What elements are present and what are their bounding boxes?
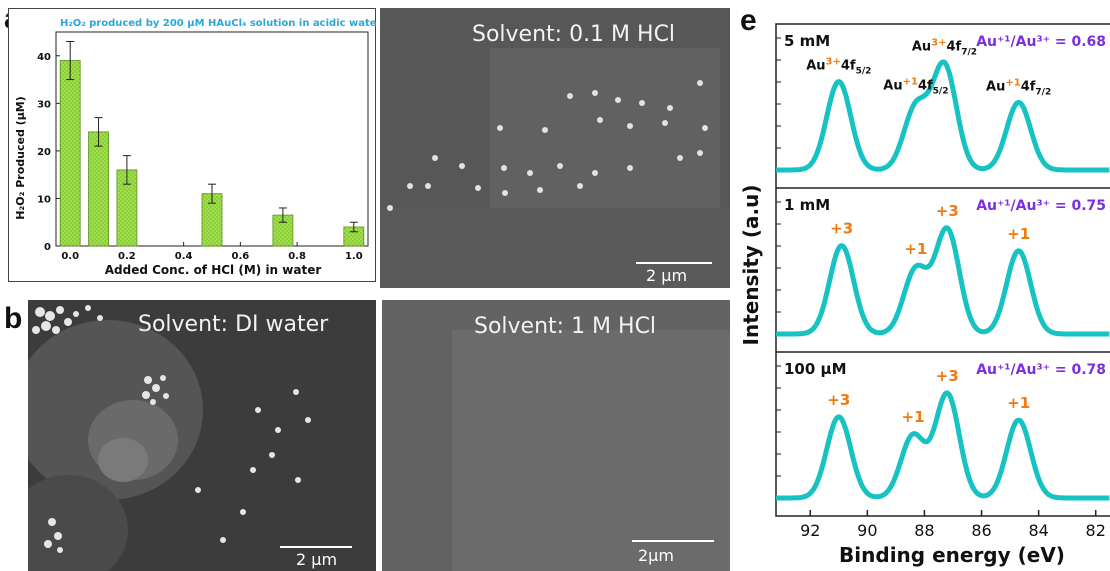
y-tick-label: 0: [44, 242, 51, 253]
x-tick-label: 84: [1028, 521, 1048, 540]
x-tick-label: 82: [1086, 521, 1106, 540]
bar: [59, 60, 81, 247]
panel-c-title: Solvent: 0.1 M HCl: [472, 22, 676, 47]
sem-texture: [382, 300, 730, 571]
chart-title: H₂O₂ produced by 200 μM HAuCl₄ solution …: [60, 18, 376, 29]
panel-e-chart: 5 mM Au⁺¹/Au³⁺ = 0.68 Au3+4f5/2 Au+14f5/2 Au…: [739, 23, 1110, 567]
peak-label: Au3+4f5/2: [806, 57, 871, 77]
scale-bar: [636, 262, 712, 264]
panel-b-title: Solvent: DI water: [138, 312, 329, 337]
x-tick-label: 0.2: [118, 251, 136, 262]
y-tick-label: 30: [37, 99, 51, 110]
panel-b-sem-image: Solvent: DI water 2 μm: [28, 300, 376, 571]
panel-d-title: Solvent: 1 M HCl: [474, 314, 657, 339]
x-tick-label: 92: [800, 521, 820, 540]
chart-ylabel: H₂O₂ Produced (μM): [14, 96, 27, 220]
oxidation-label: +3: [830, 220, 853, 238]
panel-label-b: b: [4, 302, 23, 335]
panel-d-sem-image: Solvent: 1 M HCl 2μm: [382, 300, 730, 571]
x-tick-label: 0.0: [61, 251, 79, 262]
oxidation-label: +3: [936, 367, 959, 385]
panel-label-e: e: [740, 4, 757, 37]
spectrum-line: [774, 225, 1110, 337]
scale-label: 2μm: [638, 546, 674, 565]
spectrum-line: [774, 59, 1110, 173]
peak-label: Au+14f7/2: [986, 77, 1051, 97]
ratio-label: Au⁺¹/Au³⁺ = 0.75: [976, 198, 1106, 214]
ratio-label: Au⁺¹/Au³⁺ = 0.68: [976, 34, 1106, 50]
scale-label: 2 μm: [646, 266, 688, 285]
oxidation-label: +1: [1007, 394, 1030, 412]
x-tick-label: 86: [971, 521, 991, 540]
scale-label: 2 μm: [296, 550, 338, 569]
panel-a-chart: 0 10 20 30 40 0.0 0.2 0.4 0.6 0.8 1.0 H₂O₂ produce…: [8, 8, 376, 282]
oxidation-label: +1: [1007, 225, 1030, 243]
chart-ylabel: Intensity (a.u): [739, 185, 763, 346]
spectrum-line: [774, 390, 1110, 501]
oxidation-label: +3: [936, 202, 959, 220]
y-tick-label: 10: [37, 194, 51, 205]
concentration-label: 1 mM: [784, 196, 830, 214]
scale-bar: [280, 546, 352, 548]
oxidation-label: +1: [902, 408, 925, 426]
ratio-label: Au⁺¹/Au³⁺ = 0.78: [976, 362, 1106, 378]
peak-label: Au+14f5/2: [883, 76, 948, 96]
y-tick-label: 40: [37, 52, 51, 63]
x-tick-label: 0.8: [288, 251, 306, 262]
panel-c-sem-image: Solvent: 0.1 M HCl 2 μm: [380, 8, 730, 288]
x-tick-label: 88: [914, 521, 934, 540]
oxidation-label: +1: [904, 240, 927, 258]
chart-xlabel: Added Conc. of HCl (M) in water: [105, 263, 322, 277]
concentration-label: 100 μM: [784, 360, 847, 378]
x-tick-label: 0.6: [232, 251, 250, 262]
y-tick-label: 20: [37, 147, 51, 158]
x-tick-label: 0.4: [175, 251, 193, 262]
peak-label: Au3+4f7/2: [912, 37, 977, 57]
x-tick-label: 90: [857, 521, 877, 540]
sem-texture: [380, 48, 730, 288]
chart-xlabel: Binding energy (eV): [839, 543, 1065, 567]
scale-bar: [632, 540, 714, 542]
x-tick-label: 1.0: [345, 251, 363, 262]
oxidation-label: +3: [827, 391, 850, 409]
plot-frame: [775, 23, 1110, 517]
concentration-label: 5 mM: [784, 32, 830, 50]
bar: [88, 131, 109, 247]
sem-texture: [28, 305, 311, 571]
